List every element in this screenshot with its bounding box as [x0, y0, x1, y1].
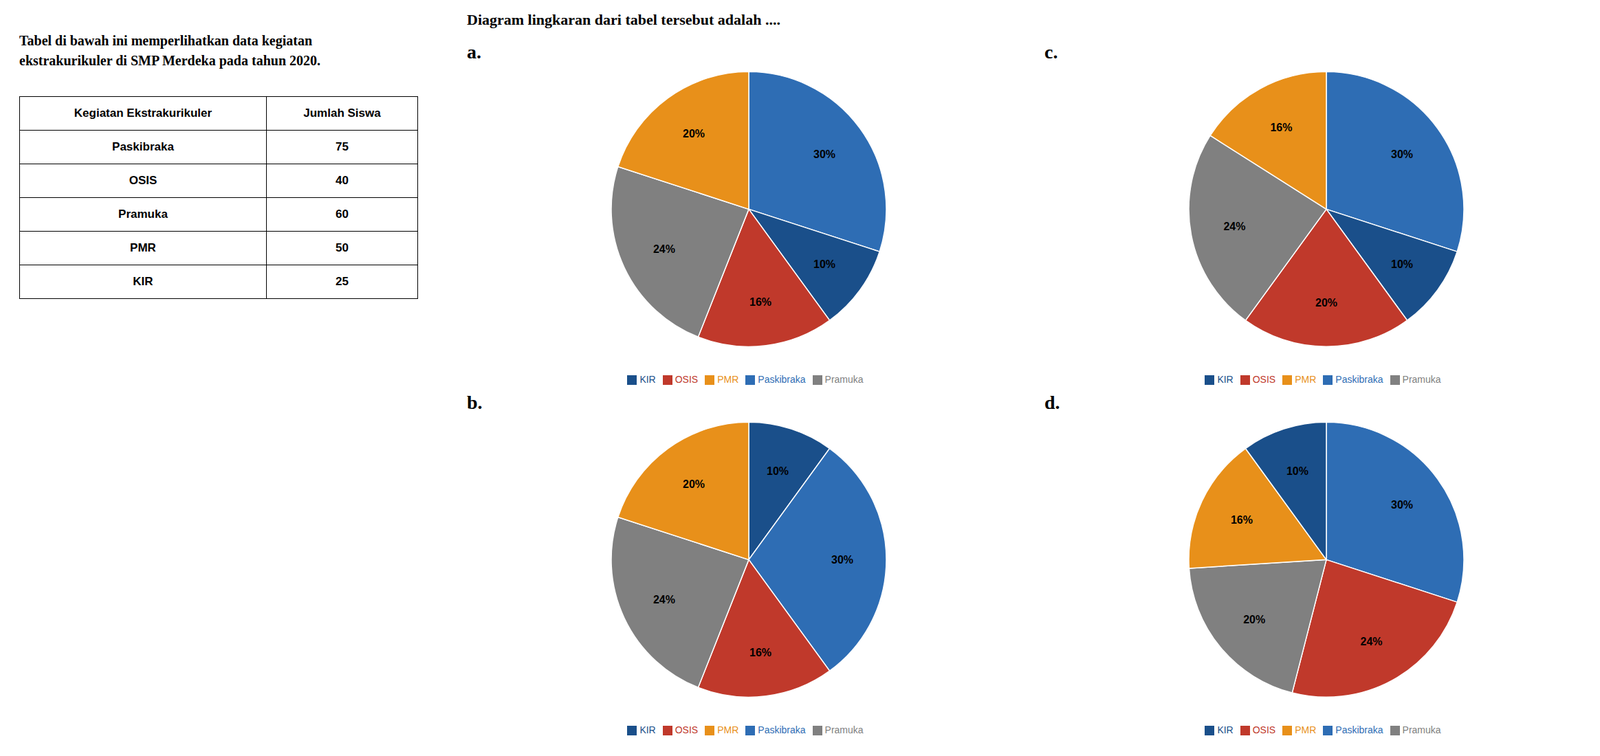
html-text:Pramuka: Pramuka [824, 373, 864, 385]
svg-text:20%: 20% [682, 478, 705, 491]
html-text:Pramuka: Pramuka [1402, 724, 1441, 736]
svg-text:30%: 30% [831, 554, 854, 566]
html-text:Kegiatan Ekstrakurikuler: Kegiatan Ekstrakurikuler [74, 106, 212, 120]
svg-text:24%: 24% [653, 243, 676, 256]
html-text:KIR: KIR [132, 275, 154, 289]
html-text:Pramuka: Pramuka [824, 724, 864, 736]
html-text:25: 25 [335, 275, 349, 289]
html-text:PMR: PMR [130, 241, 157, 255]
html-text:40: 40 [335, 173, 349, 188]
html-text:60: 60 [335, 207, 349, 221]
html-text:KIR: KIR [639, 724, 656, 736]
svg-text:20%: 20% [1243, 614, 1266, 626]
html-text:Paskibraka: Paskibraka [757, 724, 806, 736]
svg-text:16%: 16% [1230, 514, 1253, 526]
html-text:OSIS: OSIS [1252, 724, 1276, 736]
svg-text:30%: 30% [813, 148, 836, 161]
html-text:Pramuka: Pramuka [118, 207, 168, 221]
svg-text:20%: 20% [1315, 297, 1338, 309]
html-text:Pramuka: Pramuka [1402, 373, 1441, 385]
svg-text:24%: 24% [1360, 636, 1383, 648]
svg-text:10%: 10% [813, 258, 836, 271]
html-text:Paskibraka: Paskibraka [1335, 373, 1384, 385]
svg-text:30%: 30% [1390, 148, 1413, 161]
html-text:KIR: KIR [1217, 373, 1234, 385]
html-text:Paskibraka: Paskibraka [757, 373, 806, 385]
svg-text:16%: 16% [749, 296, 772, 309]
html-text:OSIS: OSIS [674, 724, 699, 736]
html-text:KIR: KIR [1217, 724, 1234, 736]
html-text:Jumlah Siswa: Jumlah Siswa [303, 106, 381, 120]
html-text:Tabel di bawah ini memperlihat: Tabel di bawah ini memperlihatkan data k… [19, 33, 313, 49]
html-text:Paskibraka: Paskibraka [1335, 724, 1384, 736]
svg-text:16%: 16% [749, 647, 772, 659]
svg-text:16%: 16% [1269, 121, 1292, 134]
svg-text:10%: 10% [766, 465, 789, 478]
html-text:a.: a. [466, 41, 482, 63]
svg-text:10%: 10% [1390, 258, 1413, 271]
svg-text:30%: 30% [1390, 499, 1413, 511]
html-text:PMR: PMR [1294, 373, 1317, 385]
svg-text:10%: 10% [1286, 465, 1309, 478]
html-text:ekstrakurikuler di SMP Merdeka: ekstrakurikuler di SMP Merdeka pada tahu… [19, 52, 321, 69]
html-text:OSIS: OSIS [1252, 373, 1276, 385]
html-text:KIR: KIR [639, 373, 656, 385]
html-text:50: 50 [335, 241, 349, 255]
html-text:PMR: PMR [717, 373, 739, 385]
svg-text:24%: 24% [1223, 220, 1246, 233]
html-text:c.: c. [1044, 41, 1058, 63]
html-text:PMR: PMR [1294, 724, 1317, 736]
html-text:b.: b. [466, 391, 483, 414]
html-text:OSIS: OSIS [129, 173, 157, 188]
svg-text:24%: 24% [653, 594, 676, 606]
html-text:Paskibraka: Paskibraka [112, 140, 174, 154]
html-text:OSIS: OSIS [674, 373, 699, 385]
html-text:PMR: PMR [717, 724, 739, 736]
html-text:Diagram lingkaran dari tabel t: Diagram lingkaran dari tabel tersebut ad… [466, 11, 781, 29]
html-text:d.: d. [1044, 391, 1060, 414]
html-text:75: 75 [335, 140, 349, 154]
svg-text:20%: 20% [682, 127, 705, 140]
